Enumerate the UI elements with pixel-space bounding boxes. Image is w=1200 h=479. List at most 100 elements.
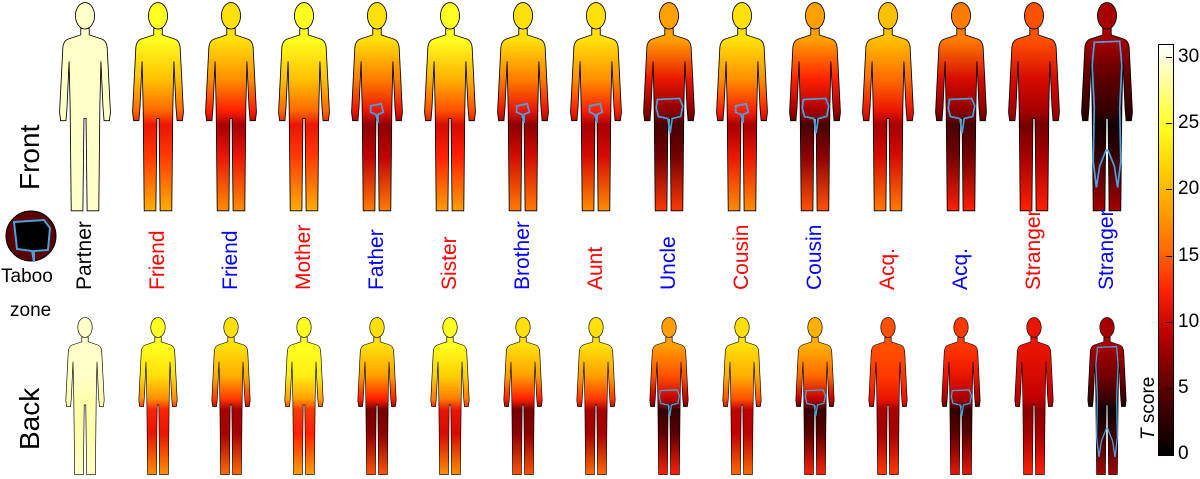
head	[221, 2, 241, 30]
body-map-front-12	[935, 2, 987, 212]
body-map-back-1	[138, 317, 178, 475]
taboo-label: Taboo	[1, 266, 53, 287]
head	[953, 317, 969, 338]
body-map-front-2	[205, 2, 257, 212]
column-label: Friend	[219, 230, 242, 290]
taboo-zone-outline	[369, 102, 385, 124]
head	[440, 2, 460, 30]
colorbar-tick: 30	[1178, 46, 1200, 68]
row-label-back: Back	[14, 387, 45, 450]
column-label: Mother	[292, 224, 315, 290]
body-map-front-9	[716, 2, 768, 212]
body-map-back-12	[941, 317, 981, 475]
column-label: Uncle	[657, 236, 680, 290]
head	[659, 2, 679, 30]
colorbar	[1158, 44, 1174, 456]
column-label: Father	[365, 229, 388, 290]
head	[732, 2, 752, 30]
taboo-zone-outline	[734, 102, 750, 124]
column-label: Brother	[511, 221, 534, 290]
taboo-zone-outline	[950, 389, 973, 417]
colorbar-tick: 20	[1178, 178, 1200, 200]
taboo-zone-outline	[804, 389, 827, 417]
body-map-front-1	[132, 2, 184, 212]
body-map-back-13	[1014, 317, 1054, 475]
head	[588, 317, 604, 338]
colorbar-tick-mark	[1166, 57, 1172, 59]
body-map-front-0	[59, 2, 111, 212]
head	[294, 2, 314, 30]
head	[661, 317, 677, 338]
body-map-back-2	[211, 317, 251, 475]
taboo-zone-outline	[655, 97, 684, 134]
column-label: Stranger	[1095, 209, 1118, 290]
head	[1024, 2, 1044, 30]
colorbar-tick-mark	[1166, 321, 1172, 323]
colorbar-tick: 10	[1178, 310, 1200, 332]
body-map-front-13	[1008, 2, 1060, 212]
body-map-back-6	[503, 317, 543, 475]
column-label: Friend	[146, 230, 169, 290]
colorbar-label-t: T	[1138, 428, 1159, 440]
colorbar-tick-mark	[1166, 189, 1172, 191]
body-map-back-3	[284, 317, 324, 475]
taboo-zone-outline	[658, 389, 681, 417]
column-label: Sister	[438, 236, 461, 290]
head	[223, 317, 239, 338]
colorbar-tick-mark	[1166, 387, 1172, 389]
body-map-front-10	[789, 2, 841, 212]
head	[150, 317, 166, 338]
body-map-back-11	[868, 317, 908, 475]
colorbar-tick: 0	[1178, 443, 1189, 464]
head	[951, 2, 971, 30]
body-map-front-7	[570, 2, 622, 212]
head	[807, 317, 823, 338]
body-map-back-9	[722, 317, 762, 475]
body-map-back-8	[649, 317, 689, 475]
column-label: Stranger	[1022, 209, 1045, 290]
head	[805, 2, 825, 30]
taboo-zone-outline	[801, 97, 830, 134]
body-map-front-3	[278, 2, 330, 212]
head	[77, 317, 93, 338]
column-label: Partner	[73, 221, 96, 290]
body-map-front-8	[643, 2, 695, 212]
body-map-back-4	[357, 317, 397, 475]
colorbar-tick: 5	[1178, 376, 1189, 398]
colorbar-label-score: score	[1138, 376, 1159, 429]
head	[1097, 2, 1117, 30]
colorbar-tick-mark	[1166, 255, 1172, 257]
colorbar-tick: 25	[1178, 112, 1200, 134]
colorbar-label: T score	[1138, 377, 1160, 440]
colorbar-tick-mark	[1166, 454, 1172, 455]
body-map-front-6	[497, 2, 549, 212]
taboo-zone-outline	[515, 102, 531, 124]
body-map-front-11	[862, 2, 914, 212]
head	[880, 317, 896, 338]
column-label: Aunt	[584, 246, 607, 290]
head	[367, 2, 387, 30]
head	[586, 2, 606, 30]
column-label: Cousin	[803, 224, 826, 290]
head	[442, 317, 458, 338]
row-label-front: Front	[14, 124, 45, 190]
head	[513, 2, 533, 30]
head	[75, 2, 95, 30]
head	[878, 2, 898, 30]
body-map-back-14	[1087, 317, 1127, 475]
column-label: Cousin	[730, 224, 753, 290]
head	[148, 2, 168, 30]
zone-label: zone	[10, 300, 52, 321]
body-map-back-0	[65, 317, 105, 475]
taboo-zone-outline	[588, 102, 604, 124]
body-map-back-10	[795, 317, 835, 475]
head	[1099, 317, 1115, 338]
taboo-zone-legend-icon	[5, 210, 57, 263]
colorbar-tick-mark	[1166, 123, 1172, 125]
taboo-zone-outline	[947, 97, 976, 134]
body-map-back-5	[430, 317, 470, 475]
column-label: Acq.	[876, 247, 899, 290]
body-map-front-5	[424, 2, 476, 212]
body-map-front-14	[1081, 2, 1133, 212]
